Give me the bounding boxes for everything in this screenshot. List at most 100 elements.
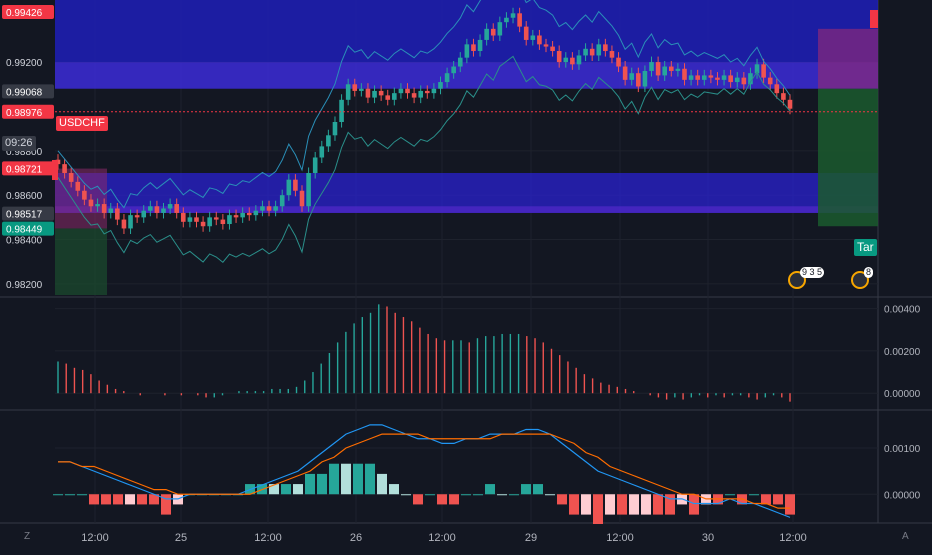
candle-body	[286, 179, 292, 196]
macd-histogram-bar	[569, 494, 579, 515]
candle-body	[345, 84, 351, 100]
candle-body	[187, 217, 193, 222]
candle-body	[108, 208, 114, 213]
candle-body	[701, 75, 707, 80]
candle-body	[128, 215, 133, 229]
macd-histogram-bar	[149, 494, 159, 505]
time-axis-label: 12:00	[606, 532, 634, 544]
price-tag	[2, 221, 54, 236]
candle-body	[616, 57, 621, 67]
osc-axis-label: 0.00400	[884, 305, 921, 316]
candle-body	[398, 88, 404, 94]
candle-body	[530, 35, 536, 40]
candle-body	[365, 88, 371, 98]
macd-histogram-bar	[329, 463, 339, 495]
alert-marker	[52, 160, 58, 180]
candle-body	[167, 204, 173, 209]
candle-body	[517, 13, 522, 27]
macd-histogram-bar	[65, 494, 75, 496]
candle-body	[306, 173, 311, 207]
candle-body	[451, 66, 456, 74]
candle-body	[537, 35, 542, 45]
price-tag-label: 0.98517	[6, 210, 43, 221]
price-tag	[2, 206, 54, 221]
candle-body	[246, 212, 252, 216]
macd-histogram-bar	[545, 494, 555, 496]
candle-body	[359, 88, 364, 91]
macd-histogram-bar	[749, 494, 759, 496]
price-tag-label: 0.98449	[6, 225, 43, 236]
candle-body	[438, 82, 443, 89]
candle-body	[748, 73, 753, 85]
price-tag-label: 0.98721	[6, 164, 43, 175]
macd-histogram-bar	[557, 494, 567, 505]
candle-body	[497, 22, 503, 36]
candle-body	[563, 57, 569, 63]
target-label[interactable]: Tar	[854, 239, 877, 256]
macd-histogram-bar	[317, 473, 327, 495]
candle-body	[589, 48, 595, 56]
price-axis-label: 0.98800	[6, 147, 43, 158]
log-scale-toggle[interactable]: A	[902, 531, 909, 542]
macd-histogram-bar	[593, 494, 603, 525]
time-axis-label: 12:00	[81, 532, 109, 544]
candle-body	[603, 44, 608, 52]
candle-body	[781, 93, 786, 100]
time-axis-label: 29	[525, 532, 537, 544]
macd-histogram-bar	[293, 484, 303, 495]
macd-histogram-bar	[89, 494, 99, 505]
candle-body	[636, 73, 641, 87]
time-axis-label: 12:00	[779, 532, 807, 544]
candle-body	[299, 190, 305, 207]
macd-histogram-bar	[53, 494, 63, 496]
macd-histogram-bar	[353, 463, 363, 495]
macd-histogram-bar	[281, 484, 291, 495]
candle-body	[75, 181, 81, 191]
candle-body	[682, 68, 687, 80]
macd-histogram-bar	[473, 494, 483, 496]
candle-body	[339, 99, 344, 122]
candle-body	[312, 157, 318, 174]
candle-body	[787, 99, 793, 109]
macd-histogram-bar	[137, 494, 147, 505]
macd-histogram-bar	[77, 494, 87, 496]
macd-histogram-bar	[773, 494, 783, 505]
macd-histogram-bar	[725, 494, 735, 496]
candle-body	[424, 90, 430, 94]
osc-axis-label: 0.00000	[884, 389, 921, 400]
candle-body	[121, 219, 127, 229]
candle-body	[68, 173, 74, 182]
candle-body	[510, 13, 516, 18]
macd-axis-label: 0.00000	[884, 490, 921, 501]
candle-body	[583, 48, 588, 56]
position-loss-box	[55, 168, 107, 229]
price-axis-label: 0.99200	[6, 58, 43, 69]
candle-body	[609, 51, 615, 58]
candle-body	[88, 199, 94, 207]
candle-body	[161, 208, 166, 213]
event-badge: 9 3 5	[800, 267, 825, 278]
macd-line	[58, 424, 791, 518]
time-axis-bg	[0, 524, 932, 550]
countdown-timer: 09:26	[2, 136, 36, 151]
candle-body	[385, 95, 391, 100]
macd-histogram-bar	[785, 494, 795, 515]
candle-body	[405, 88, 410, 94]
candle-body	[734, 77, 740, 83]
macd-histogram-bar	[665, 494, 675, 515]
macd-histogram-bar	[161, 494, 171, 515]
osc-axis-label: 0.00200	[884, 347, 921, 358]
price-tag-label: 0.98976	[6, 108, 43, 119]
candle-body	[352, 84, 358, 91]
candle-body	[141, 210, 147, 218]
macd-histogram-bar	[449, 494, 459, 505]
position-profit-box	[55, 228, 107, 295]
signal-line	[58, 433, 790, 509]
bollinger-lower-line	[57, 55, 791, 263]
candle-body	[200, 221, 206, 227]
candle-body	[708, 75, 714, 78]
macd-histogram-bar	[581, 494, 591, 515]
symbol-label: USDCHF	[56, 116, 108, 131]
auto-scale-toggle[interactable]: Z	[24, 531, 31, 542]
